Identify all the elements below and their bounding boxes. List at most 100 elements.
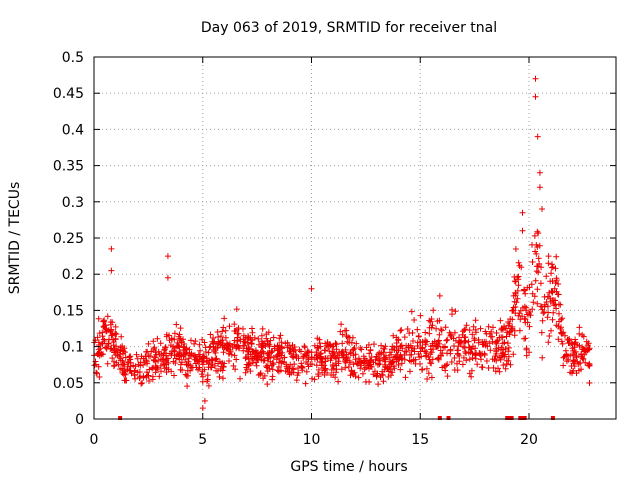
data-point: [501, 339, 508, 346]
data-point: [461, 327, 468, 333]
data-point: [338, 366, 345, 373]
data-point: [263, 335, 270, 342]
data-point: [213, 355, 220, 362]
data-point: [364, 360, 371, 367]
data-point: [178, 359, 185, 366]
data-point: [355, 355, 362, 362]
data-point: [465, 349, 472, 356]
data-point: [425, 370, 432, 377]
data-point: [340, 354, 347, 361]
data-point: [197, 347, 204, 354]
data-point: [253, 359, 259, 366]
data-point: [411, 317, 418, 323]
data-point: [357, 365, 364, 372]
data-point: [561, 353, 568, 360]
data-point: [161, 365, 168, 372]
data-point: [119, 365, 126, 372]
data-point: [383, 352, 389, 359]
data-point: [104, 313, 111, 320]
data-point: [321, 347, 328, 354]
data-point: [459, 361, 466, 368]
data-point: [112, 323, 119, 330]
data-point: [417, 360, 423, 367]
data-point: [265, 329, 272, 336]
data-point: [484, 343, 491, 350]
data-point: [529, 259, 536, 265]
data-point: [503, 333, 510, 340]
data-point: [397, 366, 404, 373]
data-point: [206, 344, 213, 351]
data-point: [582, 359, 589, 366]
y-tick-label: 0.5: [62, 50, 84, 66]
data-point: [534, 133, 541, 140]
data-point: [532, 93, 539, 100]
data-point: [222, 334, 229, 341]
data-point: [463, 357, 470, 364]
data-point: [437, 347, 444, 354]
data-point: [462, 326, 469, 333]
data-point: [210, 343, 217, 350]
data-point: [489, 333, 496, 340]
data-point: [468, 346, 475, 353]
data-point: [173, 321, 180, 328]
data-point: [235, 330, 242, 337]
zero-point: [505, 416, 510, 420]
data-point: [479, 339, 486, 345]
data-point: [112, 351, 119, 358]
data-point: [220, 375, 226, 382]
data-point: [366, 350, 373, 357]
data-point: [475, 336, 482, 343]
data-point: [121, 345, 128, 352]
data-point: [410, 338, 416, 344]
y-tick-label: 0.4: [62, 122, 84, 138]
data-point: [497, 356, 504, 363]
data-point: [250, 348, 257, 355]
zero-point: [520, 416, 525, 420]
data-point: [409, 329, 416, 336]
data-point: [264, 381, 271, 388]
data-point: [233, 306, 240, 313]
data-point: [419, 366, 425, 373]
data-point: [463, 322, 470, 329]
zero-point: [118, 416, 123, 420]
data-point: [538, 264, 545, 271]
y-tick-label: 0.25: [53, 231, 84, 247]
data-point: [149, 365, 156, 372]
data-point: [458, 338, 465, 345]
data-point: [373, 353, 380, 360]
data-point: [478, 356, 484, 363]
data-point: [559, 330, 565, 337]
data-point: [172, 344, 179, 351]
data-point: [487, 347, 494, 354]
data-point: [102, 325, 109, 332]
data-point: [548, 270, 555, 277]
data-point: [120, 371, 127, 378]
data-point: [579, 355, 586, 362]
data-point: [532, 75, 539, 82]
data-point: [342, 364, 349, 371]
data-point: [245, 361, 252, 368]
data-point: [159, 356, 166, 363]
data-point: [332, 340, 339, 347]
data-point: [136, 375, 143, 381]
data-point: [232, 328, 239, 334]
data-point: [205, 382, 212, 389]
data-point: [242, 355, 249, 362]
data-point: [316, 340, 323, 347]
data-point: [442, 324, 449, 331]
data-point: [339, 350, 346, 357]
data-point: [452, 308, 459, 315]
data-point: [535, 269, 542, 276]
data-point: [216, 373, 223, 380]
data-point: [470, 323, 477, 330]
data-point: [426, 324, 433, 331]
data-point: [536, 242, 543, 249]
data-point: [110, 339, 117, 345]
data-point: [380, 355, 387, 362]
data-point: [245, 356, 252, 363]
data-point: [580, 346, 587, 352]
data-point: [373, 372, 380, 379]
data-point: [414, 326, 421, 333]
data-point: [125, 359, 132, 366]
data-point: [513, 299, 520, 306]
